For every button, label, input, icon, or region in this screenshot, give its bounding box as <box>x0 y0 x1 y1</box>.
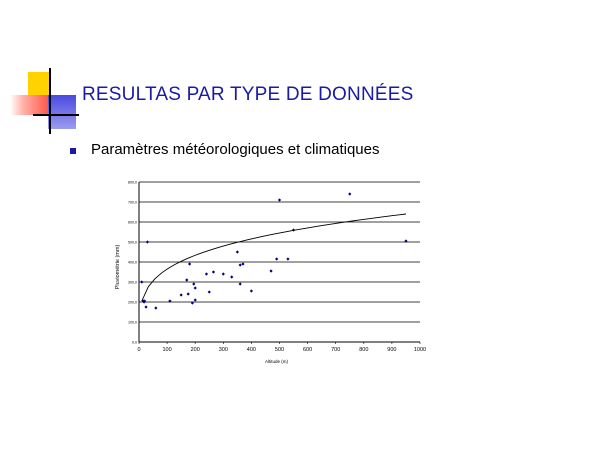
data-point <box>249 289 253 293</box>
x-tick-label: 900 <box>387 347 396 353</box>
y-tick-label: 600,0 <box>128 220 137 224</box>
data-point <box>211 270 216 274</box>
scatter-chart: 0,0 100,0 200,0 300,0 400,0 500,0 600,0 700,0 80… <box>115 180 426 364</box>
data-point <box>185 278 189 282</box>
data-point <box>192 282 196 286</box>
data-point <box>193 298 197 302</box>
y-tick-label: 300,0 <box>128 280 137 284</box>
data-point <box>269 269 273 273</box>
data-point <box>241 262 245 266</box>
data-point <box>348 192 352 196</box>
data-point <box>187 262 192 266</box>
data-point <box>143 299 147 303</box>
data-point <box>277 198 282 202</box>
x-tick-label: 600 <box>303 347 312 353</box>
data-point <box>230 275 234 279</box>
decor-horizontal-line <box>33 114 79 116</box>
y-tick-label: 700,0 <box>128 200 137 204</box>
data-point <box>207 290 211 294</box>
data-point <box>275 257 279 261</box>
x-tick-label: 700 <box>331 347 340 353</box>
data-point <box>238 263 242 267</box>
y-tick-label: 200,0 <box>128 300 137 304</box>
y-tick-labels: 0,0 100,0 200,0 300,0 400,0 500,0 600,0 700,0 80… <box>128 180 137 344</box>
decor-yellow-square <box>28 72 50 97</box>
x-tick-label: 500 <box>275 347 284 353</box>
data-point <box>179 293 183 297</box>
grid-lines <box>139 181 420 323</box>
data-point <box>404 239 408 243</box>
y-tick-label: 500,0 <box>128 240 137 244</box>
decor-blue-square <box>48 95 76 129</box>
x-tick-label: 100 <box>163 347 172 353</box>
x-tick-label: 200 <box>191 347 200 353</box>
x-tick-label: 400 <box>247 347 256 353</box>
data-point <box>238 282 242 286</box>
data-point <box>235 250 239 254</box>
data-points <box>140 192 408 310</box>
data-point <box>154 306 158 310</box>
data-point <box>144 305 148 309</box>
decor-red-bar <box>10 95 48 115</box>
x-tick-label: 0 <box>137 347 140 353</box>
x-tick-label: 300 <box>219 347 228 353</box>
data-point <box>190 301 194 305</box>
bullet-text: Paramètres météorologiques et climatique… <box>91 141 380 158</box>
decor-vertical-line <box>49 68 51 134</box>
data-point <box>145 240 150 244</box>
y-tick-label: 100,0 <box>128 320 137 324</box>
y-tick-label: 400,0 <box>128 260 137 264</box>
trendline <box>141 213 407 302</box>
data-point <box>204 272 209 276</box>
data-point <box>186 292 190 296</box>
y-tick-label: 800,0 <box>128 180 137 184</box>
y-axis-label: Pluviométrie (mm) <box>115 245 121 290</box>
data-point <box>221 272 225 276</box>
data-point <box>193 286 197 290</box>
data-point <box>286 257 290 261</box>
data-point <box>168 299 172 303</box>
data-point <box>140 280 144 284</box>
x-tick-label: 800 <box>359 347 368 353</box>
slide-title: RESULTAS PAR TYPE DE DONNÉES <box>82 84 414 105</box>
x-tick-label: 1000 <box>414 347 426 353</box>
bullet-square-icon <box>70 148 76 154</box>
x-tick-labels: 0 100 200 300 400 500 600 700 800 900 1000 <box>137 342 426 353</box>
y-tick-label: 0,0 <box>132 340 137 344</box>
x-axis-label: Altitude (m) <box>265 359 289 364</box>
